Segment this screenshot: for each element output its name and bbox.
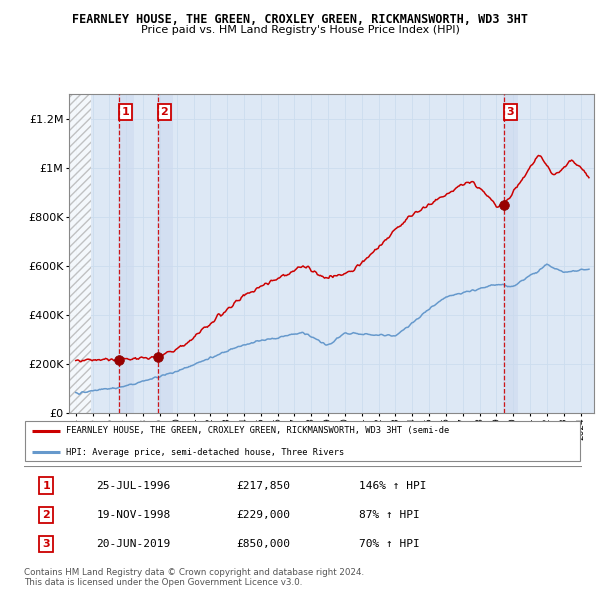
Text: 87% ↑ HPI: 87% ↑ HPI [359, 510, 419, 520]
Bar [69, 94, 91, 413]
Text: 1: 1 [121, 107, 129, 117]
Bar [503, 94, 518, 413]
Text: Price paid vs. HM Land Registry's House Price Index (HPI): Price paid vs. HM Land Registry's House … [140, 25, 460, 35]
FancyBboxPatch shape [25, 421, 580, 461]
Text: 70% ↑ HPI: 70% ↑ HPI [359, 539, 419, 549]
Text: FEARNLEY HOUSE, THE GREEN, CROXLEY GREEN, RICKMANSWORTH, WD3 3HT (semi-de: FEARNLEY HOUSE, THE GREEN, CROXLEY GREEN… [66, 427, 449, 435]
Text: £850,000: £850,000 [236, 539, 290, 549]
Text: 146% ↑ HPI: 146% ↑ HPI [359, 481, 426, 490]
Text: 3: 3 [43, 539, 50, 549]
Text: 1: 1 [43, 481, 50, 490]
Bar [118, 94, 134, 413]
Text: FEARNLEY HOUSE, THE GREEN, CROXLEY GREEN, RICKMANSWORTH, WD3 3HT: FEARNLEY HOUSE, THE GREEN, CROXLEY GREEN… [72, 13, 528, 26]
Text: £217,850: £217,850 [236, 481, 290, 490]
Text: 20-JUN-2019: 20-JUN-2019 [97, 539, 171, 549]
Text: Contains HM Land Registry data © Crown copyright and database right 2024.
This d: Contains HM Land Registry data © Crown c… [24, 568, 364, 587]
Text: 25-JUL-1996: 25-JUL-1996 [97, 481, 171, 490]
Text: £229,000: £229,000 [236, 510, 290, 520]
Text: HPI: Average price, semi-detached house, Three Rivers: HPI: Average price, semi-detached house,… [66, 448, 344, 457]
Text: 3: 3 [506, 107, 514, 117]
Text: 19-NOV-1998: 19-NOV-1998 [97, 510, 171, 520]
Bar [157, 94, 173, 413]
Text: 2: 2 [161, 107, 168, 117]
Text: 2: 2 [43, 510, 50, 520]
